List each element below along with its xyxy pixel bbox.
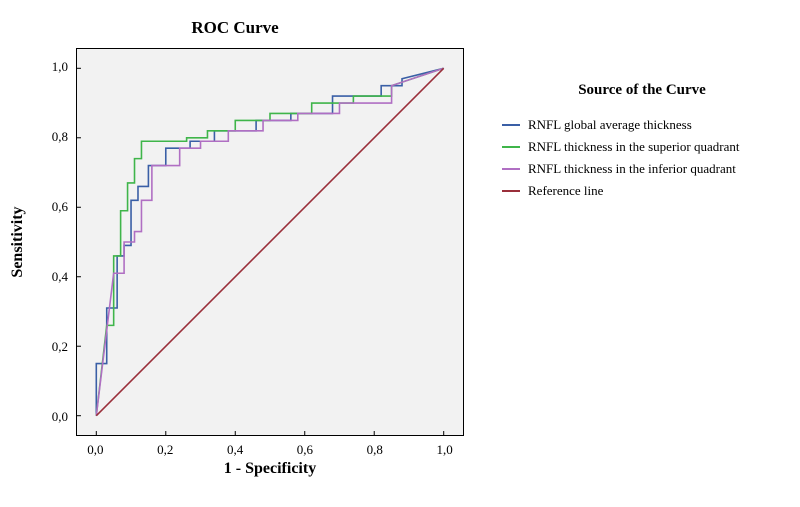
x-tick-label: 0,4 [215, 442, 255, 458]
legend-label: RNFL global average thickness [528, 117, 692, 133]
y-tick-label: 1,0 [28, 59, 68, 75]
legend-item-global: RNFL global average thickness [502, 117, 782, 133]
roc-plot-svg [77, 49, 463, 435]
legend-title: Source of the Curve [502, 82, 782, 99]
y-tick-label: 0,8 [28, 129, 68, 145]
legend-item-inferior: RNFL thickness in the inferior quadrant [502, 161, 782, 177]
legend-items: RNFL global average thickness RNFL thickn… [502, 117, 782, 199]
x-tick-label: 0,8 [355, 442, 395, 458]
legend-swatch [502, 146, 520, 148]
roc-chart-figure: { "chart": { "type": "line", "title": "R… [0, 0, 800, 507]
y-ticks: 0,0 0,2 0,4 0,6 0,8 1,0 [28, 48, 74, 436]
y-axis-label: Sensitivity [9, 206, 27, 277]
y-tick-label: 0,6 [28, 199, 68, 215]
y-tick-label: 0,2 [28, 339, 68, 355]
legend-label: RNFL thickness in the inferior quadrant [528, 161, 736, 177]
legend-swatch [502, 190, 520, 192]
x-tick-label: 0,0 [75, 442, 115, 458]
plot-area [76, 48, 464, 436]
y-tick-label: 0,4 [28, 269, 68, 285]
y-tick-label: 0,0 [28, 409, 68, 425]
legend-label: RNFL thickness in the superior quadrant [528, 139, 739, 155]
legend: Source of the Curve RNFL global average … [502, 82, 782, 205]
legend-swatch [502, 124, 520, 126]
x-tick-label: 1,0 [425, 442, 465, 458]
legend-item-reference: Reference line [502, 183, 782, 199]
x-axis-label: 1 - Specificity [76, 460, 464, 478]
x-ticks: 0,0 0,2 0,4 0,6 0,8 1,0 [76, 438, 464, 458]
x-tick-label: 0,2 [145, 442, 185, 458]
legend-label: Reference line [528, 183, 603, 199]
legend-item-superior: RNFL thickness in the superior quadrant [502, 139, 782, 155]
chart-title: ROC Curve [0, 18, 470, 38]
x-tick-label: 0,6 [285, 442, 325, 458]
legend-swatch [502, 168, 520, 170]
